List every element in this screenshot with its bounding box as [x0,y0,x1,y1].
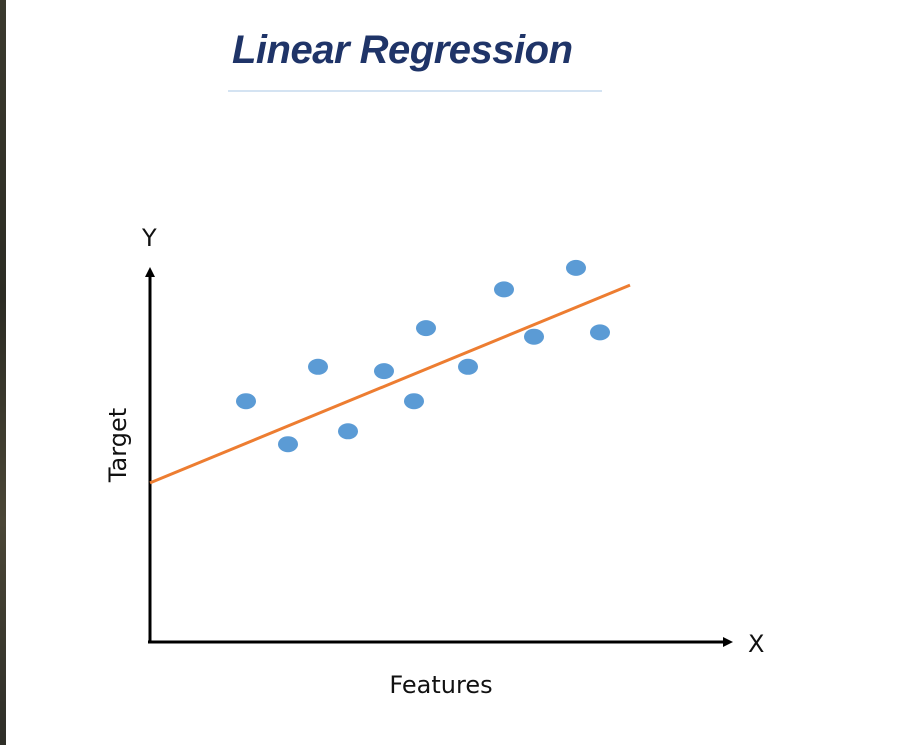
data-point [590,324,610,341]
regression-line [149,283,631,485]
x-axis-label: Features [389,671,492,699]
data-point [524,328,544,345]
title-underline [228,90,602,92]
y-axis-label: Target [104,408,132,483]
data-point [338,423,358,440]
fit-line-group [149,283,631,485]
data-point [278,436,298,453]
data-point [458,358,478,375]
x-axis-letter: X [748,630,764,658]
data-point [308,358,328,375]
page-title: Linear Regression [232,28,573,72]
data-point [404,393,424,410]
data-point [236,393,256,410]
data-point [494,281,514,298]
data-point [566,259,586,276]
window-edge [0,0,6,745]
data-point [416,320,436,337]
points-group [236,259,610,453]
data-point [374,363,394,380]
y-axis-letter: Y [141,224,157,252]
